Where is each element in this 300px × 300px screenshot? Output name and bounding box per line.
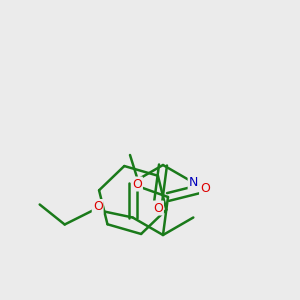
Text: O: O — [93, 200, 103, 213]
Text: O: O — [132, 178, 142, 190]
Text: N: N — [189, 176, 198, 189]
Text: O: O — [153, 202, 163, 214]
Text: O: O — [200, 182, 210, 196]
